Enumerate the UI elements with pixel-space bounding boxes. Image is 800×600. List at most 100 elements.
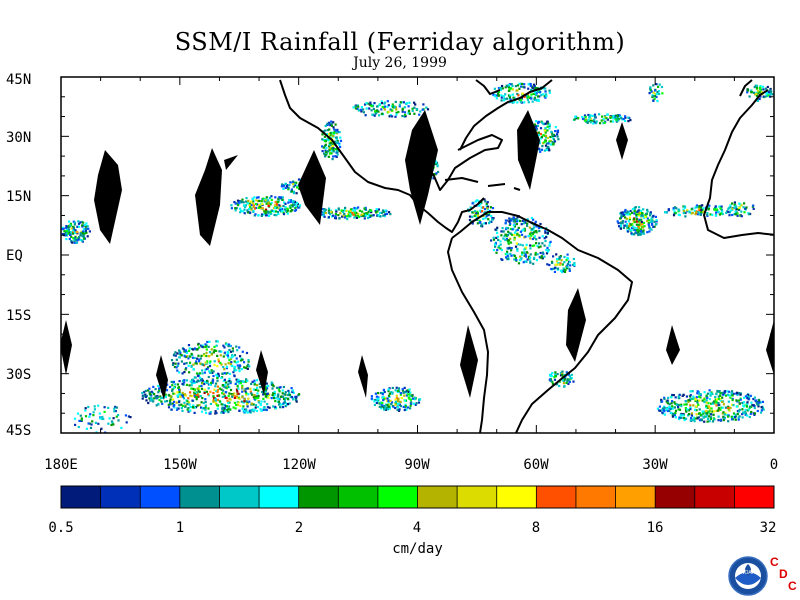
rain-pixel: [242, 401, 245, 404]
rain-pixel: [497, 246, 500, 249]
rain-pixel: [537, 227, 541, 230]
rain-pixel: [377, 110, 380, 113]
rain-pixel: [356, 107, 359, 110]
rain-pixel: [335, 131, 338, 134]
rain-pixel: [538, 230, 541, 233]
rain-pixel: [537, 120, 541, 123]
rain-pixel: [388, 211, 391, 214]
rain-pixel: [553, 140, 557, 143]
rain-pixel: [378, 114, 381, 117]
rain-pixel: [543, 134, 546, 137]
rain-pixel: [523, 254, 526, 257]
rain-pixel: [258, 199, 261, 202]
rain-pixel: [622, 226, 625, 229]
rain-pixel: [213, 388, 216, 391]
rain-pixel: [194, 391, 197, 395]
rain-pixel: [631, 208, 635, 211]
rain-pixel: [757, 403, 760, 406]
rain-pixel: [194, 388, 197, 391]
rain-pixel: [558, 256, 561, 259]
rain-pixel: [739, 214, 742, 217]
rain-pixel: [167, 403, 170, 406]
rain-pixel: [329, 132, 332, 135]
rain-pixel: [634, 229, 637, 232]
rain-pixel: [652, 95, 655, 98]
rain-pixel: [297, 206, 300, 209]
rain-pixel: [375, 109, 379, 112]
rain-pixel: [217, 373, 220, 376]
rain-pixel: [231, 354, 234, 357]
rain-pixel: [269, 203, 272, 206]
rain-pixel: [176, 407, 179, 410]
lat-label: 45S: [6, 423, 32, 439]
rain-pixel: [696, 213, 699, 216]
rain-pixel: [634, 206, 637, 209]
rain-pixel: [401, 388, 404, 391]
rain-pixel: [410, 394, 413, 397]
rain-pixel: [656, 407, 659, 410]
rain-pixel: [414, 403, 417, 406]
rain-pixel: [332, 121, 335, 124]
rain-pixel: [415, 108, 419, 111]
rain-pixel: [172, 400, 176, 403]
rain-pixel: [179, 353, 182, 356]
rain-pixel: [334, 216, 337, 220]
rain-pixel: [85, 231, 88, 234]
rain-pixel: [513, 225, 516, 228]
rain-pixel: [721, 406, 724, 409]
rain-pixel: [278, 207, 281, 210]
rain-pixel: [531, 100, 534, 103]
rain-pixel: [177, 407, 180, 410]
rain-pixel: [277, 200, 280, 204]
rain-pixel: [176, 352, 179, 355]
rain-pixel: [715, 409, 718, 412]
rain-pixel: [509, 94, 512, 97]
rain-pixel: [628, 227, 631, 230]
rain-pixel: [336, 128, 339, 131]
rain-pixel: [187, 357, 190, 360]
rain-pixel: [93, 405, 96, 408]
rain-pixel: [545, 252, 549, 255]
rain-pixel: [205, 411, 208, 414]
rain-pixel: [246, 405, 249, 408]
rain-pixel: [740, 215, 743, 218]
rain-pixel: [705, 401, 708, 404]
rain-pixel: [547, 142, 550, 145]
rain-pixel: [84, 409, 87, 412]
rain-pixel: [620, 211, 623, 214]
rain-pixel: [546, 263, 549, 266]
rain-pixel: [190, 395, 193, 398]
rain-pixel: [352, 210, 355, 213]
rain-pixel: [729, 406, 732, 409]
rain-pixel: [715, 211, 718, 214]
rain-pixel: [281, 392, 284, 395]
rain-pixel: [473, 214, 476, 218]
rain-pixel: [155, 397, 158, 400]
rain-pixel: [198, 372, 202, 375]
rain-pixel: [335, 148, 338, 151]
rain-pixel: [516, 216, 519, 219]
rain-pixel: [544, 230, 547, 233]
rain-pixel: [323, 135, 326, 138]
rain-pixel: [384, 209, 387, 212]
rain-pixel: [550, 135, 553, 138]
rain-pixel: [182, 393, 185, 397]
rain-pixel: [180, 403, 183, 406]
rain-pixel: [396, 408, 399, 411]
rain-pixel: [243, 398, 246, 401]
rain-pixel: [110, 420, 114, 423]
rain-pixel: [651, 223, 654, 226]
rain-pixel: [616, 114, 619, 117]
rain-pixel: [357, 215, 361, 218]
rain-pixel: [213, 345, 216, 348]
rain-pixel: [387, 390, 390, 393]
rain-pixel: [369, 214, 372, 217]
rain-pixel: [256, 384, 259, 387]
rain-pixel: [504, 93, 507, 96]
rain-pixel: [635, 215, 638, 218]
rain-pixel: [398, 105, 401, 108]
rain-pixel: [540, 135, 543, 138]
rain-pixel: [73, 417, 77, 420]
rain-pixel: [535, 120, 538, 123]
rain-pixel: [289, 210, 292, 213]
